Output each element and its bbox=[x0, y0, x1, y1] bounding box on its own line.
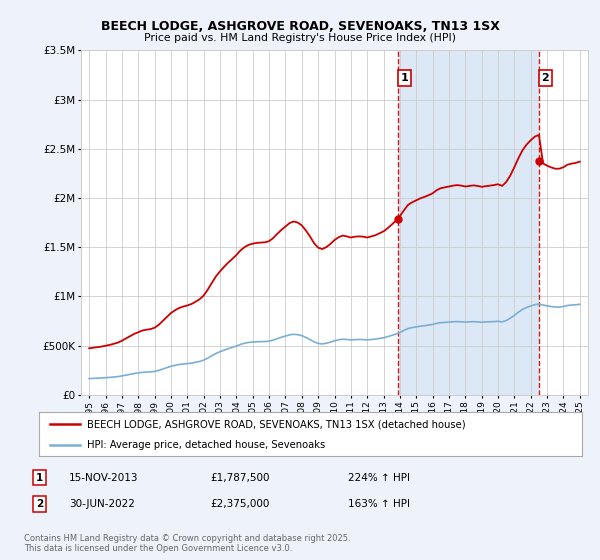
Text: BEECH LODGE, ASHGROVE ROAD, SEVENOAKS, TN13 1SX: BEECH LODGE, ASHGROVE ROAD, SEVENOAKS, T… bbox=[101, 20, 499, 34]
Text: 163% ↑ HPI: 163% ↑ HPI bbox=[348, 499, 410, 509]
Text: 224% ↑ HPI: 224% ↑ HPI bbox=[348, 473, 410, 483]
Text: 2: 2 bbox=[36, 499, 43, 509]
Text: Price paid vs. HM Land Registry's House Price Index (HPI): Price paid vs. HM Land Registry's House … bbox=[144, 32, 456, 43]
Text: 30-JUN-2022: 30-JUN-2022 bbox=[69, 499, 135, 509]
Text: 2: 2 bbox=[541, 73, 549, 83]
Text: £2,375,000: £2,375,000 bbox=[210, 499, 269, 509]
Text: 15-NOV-2013: 15-NOV-2013 bbox=[69, 473, 139, 483]
Bar bbox=[398, 50, 539, 395]
Text: BEECH LODGE, ASHGROVE ROAD, SEVENOAKS, TN13 1SX (detached house): BEECH LODGE, ASHGROVE ROAD, SEVENOAKS, T… bbox=[87, 419, 466, 429]
Text: £1,787,500: £1,787,500 bbox=[210, 473, 269, 483]
Text: 1: 1 bbox=[400, 73, 408, 83]
Text: 1: 1 bbox=[36, 473, 43, 483]
Text: Contains HM Land Registry data © Crown copyright and database right 2025.
This d: Contains HM Land Registry data © Crown c… bbox=[24, 534, 350, 553]
Text: HPI: Average price, detached house, Sevenoaks: HPI: Average price, detached house, Seve… bbox=[87, 440, 325, 450]
